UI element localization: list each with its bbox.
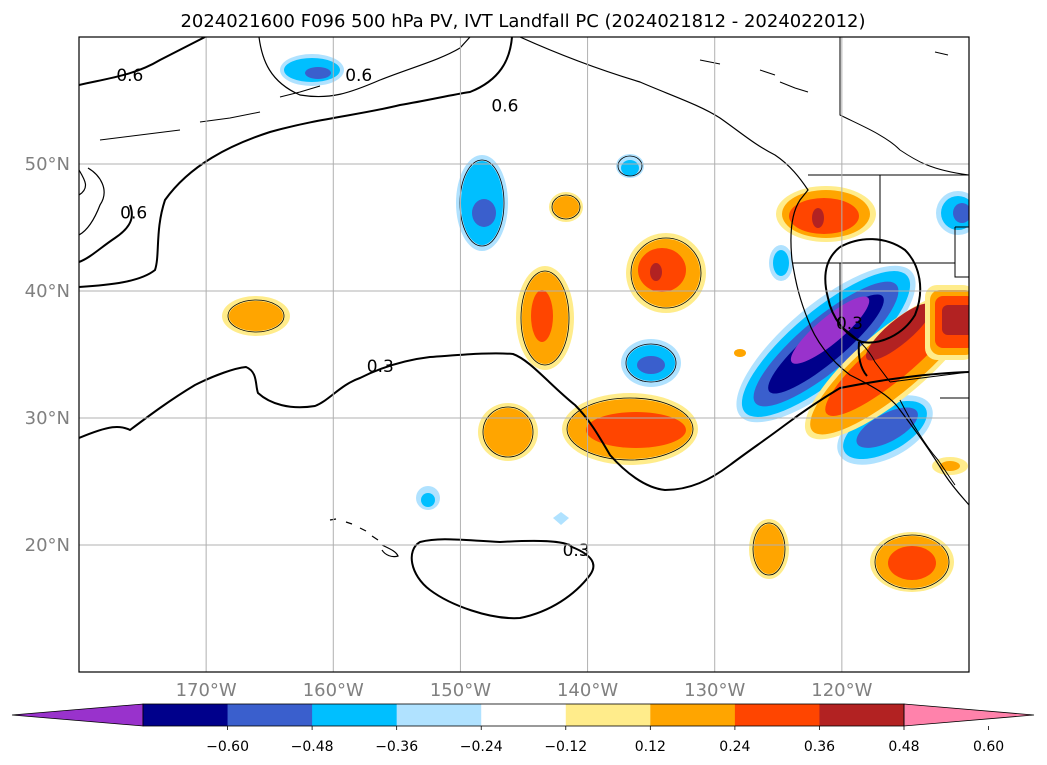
anomaly-california-band [736, 265, 916, 423]
anomaly-midpac-north [456, 155, 508, 251]
anomaly-gulf-alaska-north [280, 54, 344, 86]
colorbar-tick-label: 0.36 [804, 739, 835, 755]
coastline-alaska-south [258, 37, 471, 98]
pv-contour-0-6-west [79, 204, 133, 263]
anomaly-mexico-coast [932, 457, 968, 475]
pv-contour-0-6-nw [79, 37, 206, 86]
contour-label: 0.6 [120, 203, 147, 223]
colorbar-swatch [481, 704, 567, 726]
pv-contour-0-3-south [410, 538, 595, 620]
anomaly-outlines [227, 155, 950, 590]
colorbar-swatch [312, 704, 398, 726]
coastline-bits [699, 51, 949, 93]
border-alaska-canada [839, 37, 969, 176]
contour-label: 0.6 [345, 66, 372, 86]
anomaly-tiny-speck [734, 349, 746, 357]
anomaly-east-central-pac [621, 339, 681, 387]
anomaly-west-pac [222, 296, 290, 336]
anomaly-subtropical-band [562, 393, 698, 465]
longitude-label: 130°W [684, 680, 745, 701]
longitude-label: 140°W [557, 680, 618, 701]
pv-anomaly-positive [222, 186, 969, 592]
contour-label: 0.3 [563, 541, 590, 561]
colorbar-tick-label: 0.12 [635, 739, 666, 755]
longitude-label: 120°W [811, 680, 872, 701]
latitude-label: 20°N [25, 535, 70, 556]
figure-title: 2024021600 F096 500 hPa PV, IVT Landfall… [180, 11, 865, 32]
colorbar-extend-high [903, 703, 1035, 727]
colorbar-tick-label: 0.60 [973, 739, 1004, 755]
colorbar-swatch [734, 704, 820, 726]
latitude-label: 50°N [25, 154, 70, 175]
coastline-hawaii [329, 518, 399, 558]
contour-label: 0.6 [116, 66, 143, 86]
colorbar-tick-label: −0.36 [375, 739, 418, 755]
coastline-aleutians [99, 85, 321, 141]
latitude-label: 40°N [25, 281, 70, 302]
colorbar-tick-label: −0.24 [460, 739, 503, 755]
anomaly-northern-rockies [936, 191, 969, 235]
coastline-kamchatka [79, 167, 105, 236]
colorbar-tick-label: −0.60 [206, 739, 249, 755]
coastlines [79, 37, 969, 558]
coastline-north-america [519, 37, 969, 506]
colorbar-swatch [565, 704, 651, 726]
colorbar-swatch [819, 704, 905, 726]
anomaly-offshore-oregon [769, 245, 793, 281]
anomaly-small-north-pos [549, 192, 583, 222]
colorbar-extend-low [11, 703, 144, 727]
anomaly-southeast [870, 532, 954, 592]
colorbar-tick-label: −0.12 [544, 739, 587, 755]
map-frame [78, 36, 970, 673]
pv-contour-0-6-main [79, 37, 513, 288]
pv-contour-0-3-california-tail [857, 341, 868, 377]
map-panel: 0.6 0.6 0.6 0.6 0.3 0.3 0.3 [79, 37, 969, 672]
colorbar-swatch [227, 704, 313, 726]
pv-contour-0-3-california [824, 238, 922, 344]
pv-contour-0-3-main [79, 352, 969, 492]
colorbar-frame [142, 703, 905, 727]
anomaly-south-central [749, 519, 789, 579]
latitude-label: 30°N [25, 408, 70, 429]
colorbar-swatch [396, 704, 482, 726]
longitude-label: 150°W [430, 680, 491, 701]
contour-label: 0.3 [367, 357, 394, 377]
longitude-label: 160°W [303, 680, 364, 701]
longitude-labels: 170°W 160°W 150°W 140°W 130°W 120°W [176, 680, 873, 701]
contour-label: 0.6 [491, 97, 518, 117]
colorbar-swatch [143, 704, 229, 726]
anomaly-central-pac-north [626, 233, 706, 313]
colorbar: −0.60 −0.48 −0.36 −0.24 −0.12 0.12 0.24 0.36 0.4… [11, 703, 1035, 755]
anomaly-small-north [616, 154, 644, 178]
colorbar-tick-label: 0.24 [719, 739, 750, 755]
colorbar-tick-label: −0.48 [291, 739, 334, 755]
gridlines [79, 37, 969, 672]
contour-label: 0.3 [836, 314, 863, 334]
anomaly-small-south [416, 486, 569, 525]
longitude-label: 170°W [176, 680, 237, 701]
colorbar-tick-label: 0.48 [888, 739, 919, 755]
contour-labels: 0.6 0.6 0.6 0.6 0.3 0.3 0.3 [116, 66, 863, 561]
colorbar-swatch [650, 704, 736, 726]
latitude-labels: 20°N 30°N 40°N 50°N [25, 154, 70, 556]
anomaly-west-subtropical [478, 403, 538, 461]
anomaly-central-pac-mid [516, 266, 574, 370]
anomaly-east-edge [925, 285, 969, 360]
pv-contours [79, 37, 969, 620]
